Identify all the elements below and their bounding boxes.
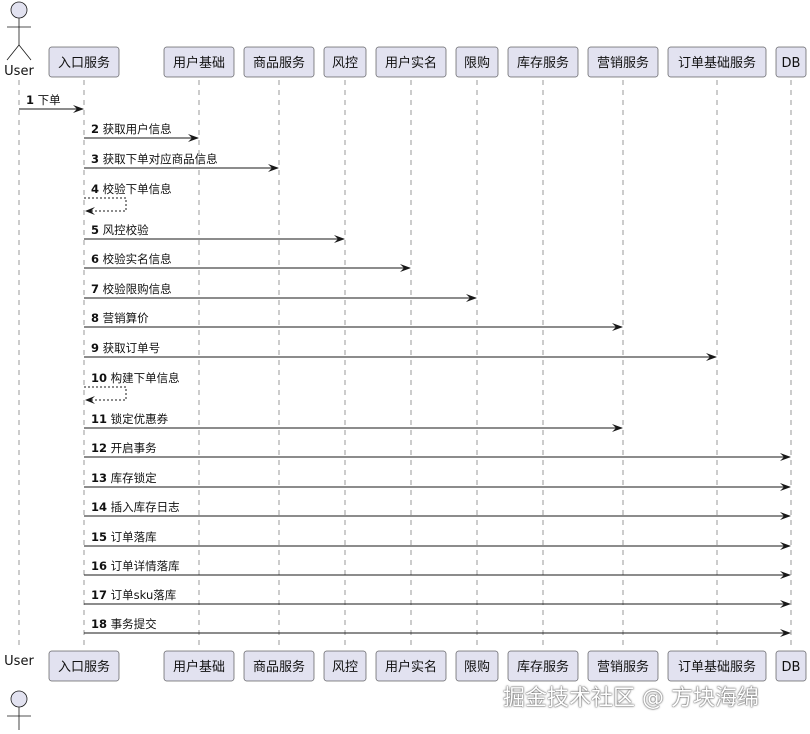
participant-label: DB <box>782 56 801 71</box>
arrowhead-icon <box>612 323 623 331</box>
actor-label: User <box>4 654 34 669</box>
message-label: 11 锁定优惠券 <box>91 412 169 426</box>
arrowhead-icon <box>268 164 279 172</box>
message-label: 18 事务提交 <box>91 617 157 631</box>
message-label: 13 库存锁定 <box>91 471 157 485</box>
message-label: 15 订单落库 <box>91 530 157 544</box>
participant-label: 用户基础 <box>173 659 225 675</box>
participant-box <box>243 46 315 78</box>
participant-box <box>587 650 659 682</box>
self-message-line <box>84 197 127 212</box>
arrowhead-icon <box>780 512 791 520</box>
arrowhead-icon <box>780 600 791 608</box>
message-label: 16 订单详情落库 <box>91 559 180 573</box>
message-label: 4 校验下单信息 <box>91 182 172 196</box>
arrowhead-icon <box>466 294 477 302</box>
self-message-line <box>84 386 127 401</box>
message-label: 5 风控校验 <box>91 223 149 237</box>
watermark: 掘金技术社区 @ 方块海绵 <box>503 686 759 711</box>
participant-box <box>455 650 499 682</box>
arrowhead-icon <box>85 207 95 215</box>
participant-label: 限购 <box>464 55 490 71</box>
arrowhead-icon <box>73 105 84 113</box>
participant-label: 商品服务 <box>253 55 305 71</box>
participant-label: 风控 <box>332 660 358 675</box>
arrowhead-icon <box>780 629 791 637</box>
participant-box <box>163 46 235 78</box>
message-label: 7 校验限购信息 <box>91 282 172 296</box>
participant-box <box>775 46 807 78</box>
participant-label: 订单基础服务 <box>678 659 756 675</box>
participant-box <box>323 46 367 78</box>
participant-label: 库存服务 <box>517 659 569 675</box>
participant-box <box>375 46 447 78</box>
participant-box <box>507 46 579 78</box>
participant-box <box>375 650 447 682</box>
participant-box <box>455 46 499 78</box>
participant-label: 用户实名 <box>385 659 437 675</box>
message-label: 2 获取用户信息 <box>91 122 172 136</box>
participant-label: 风控 <box>332 56 358 71</box>
actor-head-icon <box>10 1 28 19</box>
participant-label: 入口服务 <box>58 55 110 71</box>
participant-box <box>48 650 120 682</box>
message-label: 12 开启事务 <box>91 441 157 455</box>
arrowhead-icon <box>780 542 791 550</box>
arrowhead-icon <box>188 134 199 142</box>
arrowhead-icon <box>780 453 791 461</box>
participant-label: DB <box>782 660 801 675</box>
participant-box <box>48 46 120 78</box>
message-label: 14 插入库存日志 <box>91 500 180 514</box>
participant-box <box>243 650 315 682</box>
participant-box <box>323 650 367 682</box>
actor-label: User <box>4 64 34 79</box>
arrowhead-icon <box>400 264 411 272</box>
message-label: 10 构建下单信息 <box>91 371 180 385</box>
arrowhead-icon <box>85 396 95 404</box>
message-label: 17 订单sku落库 <box>91 588 176 602</box>
participant-label: 商品服务 <box>253 659 305 675</box>
arrowhead-icon <box>780 483 791 491</box>
participant-label: 入口服务 <box>58 659 110 675</box>
participant-label: 库存服务 <box>517 55 569 71</box>
participant-box <box>163 650 235 682</box>
participant-label: 营销服务 <box>597 55 649 71</box>
message-label: 9 获取订单号 <box>91 341 160 355</box>
arrowhead-icon <box>706 353 717 361</box>
participant-box <box>587 46 659 78</box>
participant-box <box>775 650 807 682</box>
participant-label: 用户实名 <box>385 55 437 71</box>
actor-legs-icon <box>6 44 32 61</box>
participant-box <box>667 46 767 78</box>
participant-label: 营销服务 <box>597 659 649 675</box>
participant-label: 订单基础服务 <box>678 55 756 71</box>
message-label: 8 营销算价 <box>91 311 149 325</box>
participant-box <box>507 650 579 682</box>
arrowhead-icon <box>334 235 345 243</box>
participant-label: 限购 <box>464 659 490 675</box>
participant-box <box>667 650 767 682</box>
message-label: 6 校验实名信息 <box>91 252 172 266</box>
participant-label: 用户基础 <box>173 55 225 71</box>
actor-head-icon <box>10 690 28 708</box>
message-label: 3 获取下单对应商品信息 <box>91 152 218 166</box>
arrowhead-icon <box>780 571 791 579</box>
message-label: 1 下单 <box>26 93 61 107</box>
arrowhead-icon <box>612 424 623 432</box>
